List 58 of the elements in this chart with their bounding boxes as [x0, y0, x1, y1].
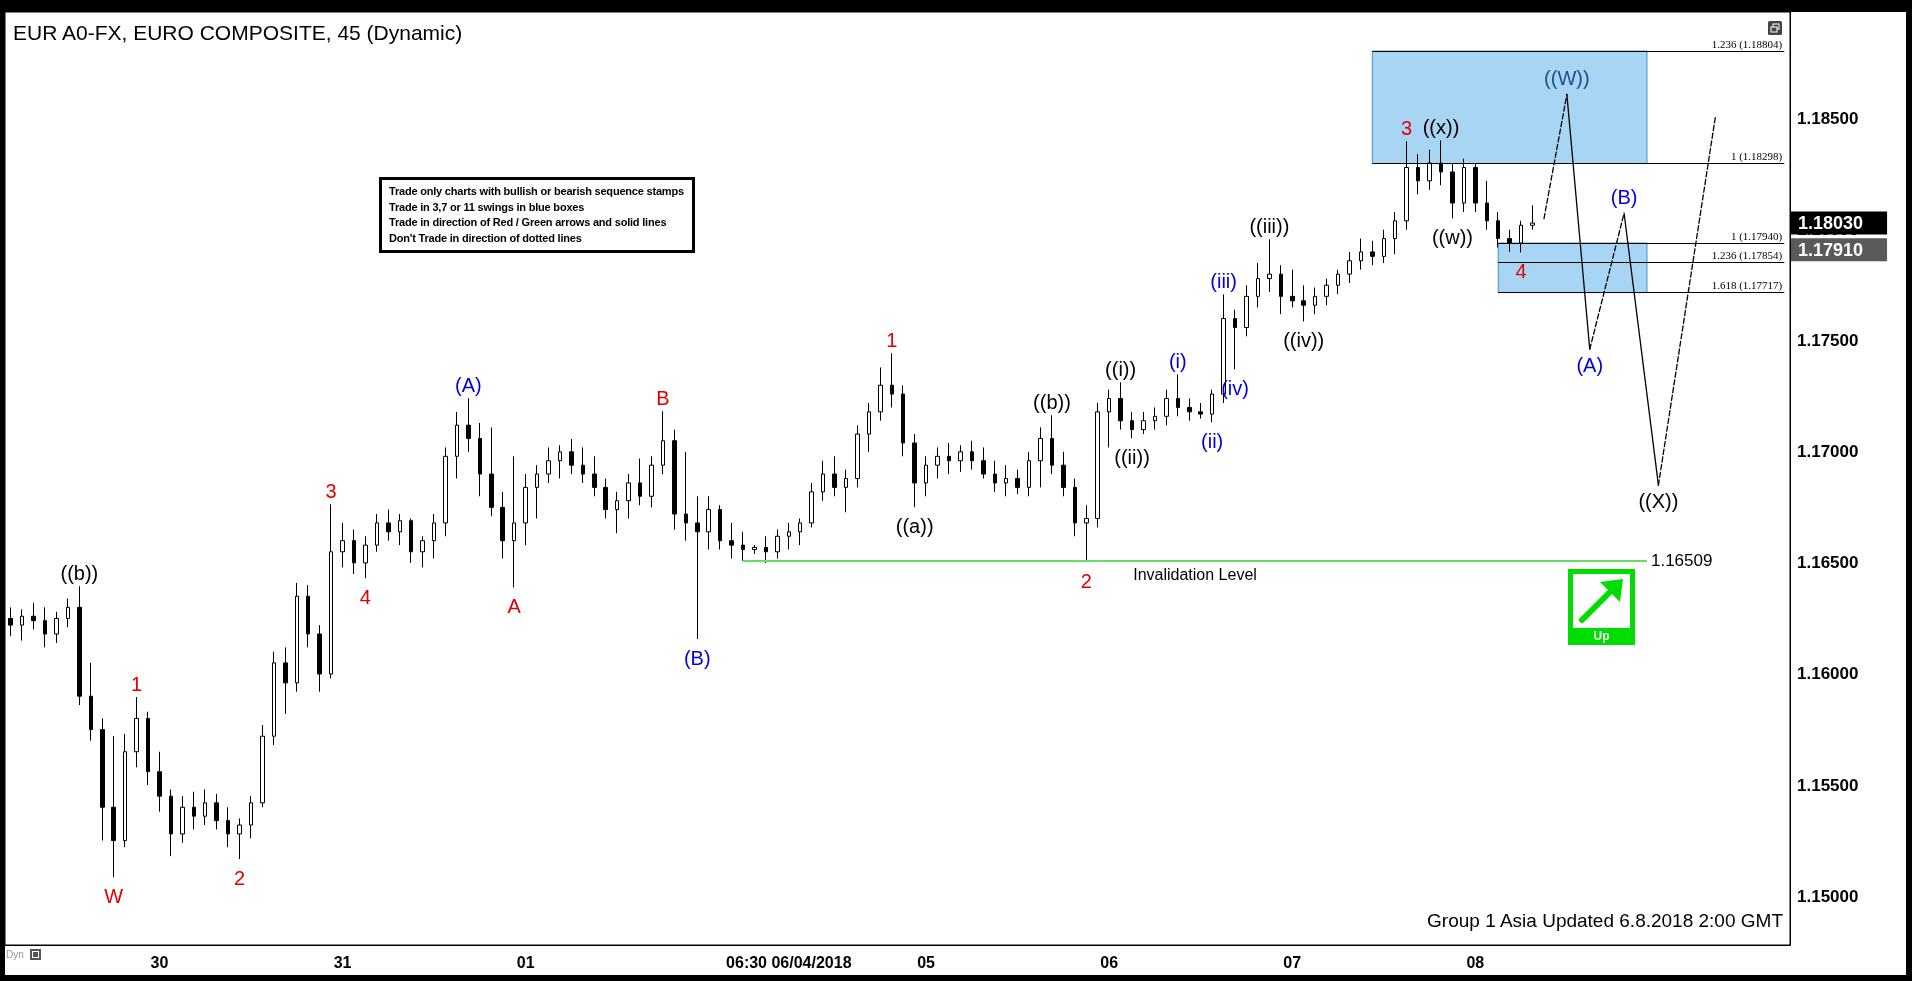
annotation: ((b)) — [1033, 391, 1071, 414]
y-tick-label: 1.15000 — [1797, 886, 1859, 906]
annotation: A — [507, 595, 522, 618]
annotation: ((X)) — [1638, 490, 1679, 513]
annotation: Invalidation Level — [1133, 566, 1257, 584]
annotation: ((w)) — [1431, 226, 1473, 249]
annotation: (A) — [455, 374, 482, 397]
x-tick-label: 30 — [150, 953, 169, 971]
y-tick-label: 1.16500 — [1797, 553, 1859, 573]
x-tick-label: 06:30 06/04/2018 — [726, 953, 852, 971]
x-tick-label: 01 — [516, 953, 535, 971]
annotation: 1 — [131, 673, 143, 696]
y-tick-label: 1.17500 — [1797, 331, 1859, 351]
y-tick-label: 1.17000 — [1797, 442, 1859, 462]
annotation: B — [656, 387, 670, 410]
x-tick-label: 07 — [1283, 953, 1302, 971]
annotation: 2 — [234, 867, 246, 890]
annotation: ((i)) — [1105, 358, 1137, 381]
annotation: ((ii)) — [1114, 446, 1150, 469]
text: Dyn — [6, 949, 24, 961]
annotation: 4 — [359, 586, 371, 609]
annotation: ((a)) — [895, 515, 934, 538]
annotation: (A) — [1576, 354, 1604, 377]
annotation: 1 — [886, 329, 898, 352]
annotation: Group 1 Asia Updated 6.8.2018 2:00 GMT — [1427, 910, 1783, 932]
annotation: (B) — [1610, 186, 1638, 209]
ref-line-label: 1.236 (1.17854) — [1711, 248, 1783, 262]
annotation: ((W)) — [1544, 67, 1590, 90]
annotation: 3 — [1401, 117, 1413, 140]
annotation: Trade only charts with bullish or bearish sequence stamps Trade in 3,7 or 11 swings in blue boxes Trade in direction of Red / Green arrows and solid lines Don't Trade in direction of dotted lines — [379, 177, 695, 253]
annotation: Up — [1592, 629, 1611, 643]
annotation: (B) — [683, 647, 711, 670]
annotation: (ii) — [1201, 430, 1224, 453]
annotation: ((iv)) — [1283, 329, 1325, 352]
ref-line-label: 1.618 (1.17717) — [1711, 279, 1783, 293]
annotation: ((x)) — [1422, 116, 1460, 139]
annotation: W — [104, 885, 124, 908]
annotation: ((b)) — [60, 562, 99, 585]
x-tick-label: 08 — [1466, 953, 1485, 971]
annotation: (iii) — [1210, 270, 1237, 293]
annotation: ((iii)) — [1249, 215, 1290, 238]
y-tick-label: 1.18500 — [1797, 109, 1859, 129]
ref-line-label: 1.236 (1.18804) — [1711, 37, 1783, 51]
ref-line-label: 1.16509 — [1650, 551, 1713, 571]
y-tick-label: 1.15500 — [1797, 775, 1859, 795]
ref-line-label: 1 (1.18298) — [1730, 150, 1783, 163]
ref-line-label: 1 (1.17940) — [1730, 229, 1783, 243]
x-tick-label: 06 — [1100, 953, 1119, 971]
annotation: 2 — [1080, 570, 1092, 593]
text: 1.18030 — [1798, 213, 1864, 234]
x-tick-label: 05 — [917, 953, 936, 971]
x-tick-label: 31 — [333, 953, 352, 971]
annotation: (i) — [1168, 350, 1187, 373]
y-tick-label: 1.16000 — [1797, 664, 1859, 684]
chart-title: EUR A0-FX, EURO COMPOSITE, 45 (Dynamic) — [13, 21, 463, 44]
annotation: 3 — [325, 480, 337, 503]
annotation: 4 — [1515, 260, 1527, 283]
text: 1.17910 — [1798, 239, 1864, 260]
